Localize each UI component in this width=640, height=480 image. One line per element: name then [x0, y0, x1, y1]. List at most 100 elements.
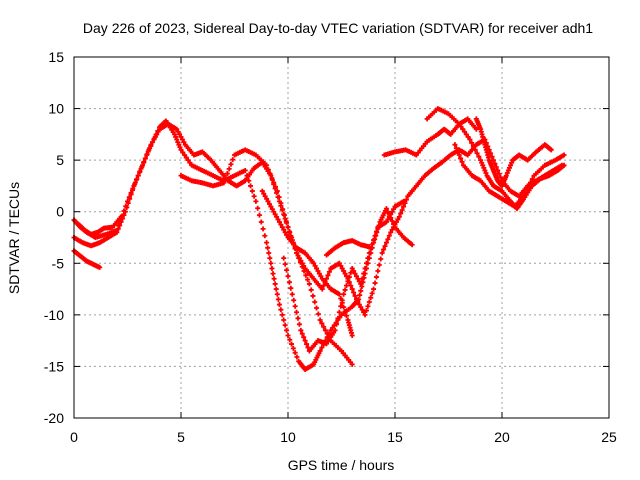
- data-point: [289, 291, 295, 297]
- data-point: [228, 161, 234, 167]
- data-point: [299, 264, 305, 270]
- data-point: [154, 131, 160, 137]
- data-point: [505, 167, 511, 173]
- data-point: [391, 206, 397, 212]
- grid: [74, 57, 609, 418]
- data-point: [223, 175, 229, 181]
- data-point: [132, 179, 138, 185]
- data-point: [348, 270, 354, 276]
- data-point: [292, 350, 298, 356]
- series-trace-6: [259, 188, 355, 338]
- data-point: [366, 244, 372, 250]
- data-point: [251, 193, 257, 199]
- data-point: [285, 273, 291, 279]
- data-point: [493, 164, 499, 170]
- y-tick-label: 10: [48, 101, 64, 117]
- series-trace-4: [75, 214, 124, 237]
- data-point: [336, 309, 342, 315]
- data-point: [342, 308, 348, 314]
- data-point: [174, 126, 180, 132]
- data-point: [483, 170, 489, 176]
- data-point: [490, 157, 496, 163]
- data-marks: [71, 106, 567, 373]
- data-point: [265, 245, 271, 251]
- data-point: [383, 206, 389, 212]
- data-point: [352, 271, 358, 277]
- data-point: [266, 201, 272, 207]
- data-point: [522, 190, 528, 196]
- data-point: [149, 139, 155, 145]
- data-point: [142, 155, 148, 161]
- data-point: [376, 262, 382, 268]
- data-point: [366, 250, 372, 256]
- y-tick-label: -10: [44, 307, 64, 323]
- data-point: [172, 131, 178, 137]
- data-point: [358, 281, 364, 287]
- data-point: [330, 325, 336, 331]
- data-point: [319, 286, 325, 292]
- data-point: [117, 222, 123, 228]
- data-point: [509, 160, 515, 166]
- data-point: [349, 332, 355, 338]
- data-point: [261, 191, 267, 197]
- data-point: [463, 131, 469, 137]
- data-point: [383, 219, 389, 225]
- data-point: [361, 271, 367, 277]
- data-point: [359, 307, 365, 313]
- y-axis-label: SDTVAR / TECUs: [6, 182, 22, 294]
- data-point: [312, 299, 318, 305]
- data-point: [336, 291, 342, 297]
- data-point: [325, 272, 331, 278]
- data-point: [179, 137, 185, 143]
- data-point: [180, 149, 186, 155]
- data-point: [290, 345, 296, 351]
- data-point: [335, 315, 341, 321]
- data-point: [314, 265, 320, 271]
- data-point: [363, 260, 369, 266]
- data-point: [355, 299, 361, 305]
- data-point: [386, 214, 392, 220]
- data-point: [315, 268, 321, 274]
- data-point: [480, 162, 486, 168]
- data-point: [375, 268, 381, 274]
- data-point: [520, 193, 526, 199]
- data-point: [294, 309, 300, 315]
- data-point: [324, 331, 330, 337]
- data-point: [371, 237, 377, 243]
- data-point: [306, 281, 312, 287]
- data-point: [302, 338, 308, 344]
- data-point: [264, 162, 270, 168]
- data-point: [256, 212, 262, 218]
- data-point: [274, 291, 280, 297]
- data-point: [270, 271, 276, 277]
- data-point: [151, 137, 157, 143]
- data-point: [305, 345, 311, 351]
- data-point: [326, 269, 332, 275]
- data-point: [342, 287, 348, 293]
- data-point: [296, 255, 302, 261]
- data-point: [524, 186, 530, 192]
- data-point: [280, 206, 286, 212]
- data-point: [266, 250, 272, 256]
- data-point: [97, 264, 103, 270]
- data-point: [358, 304, 364, 310]
- data-point: [152, 134, 158, 140]
- data-point: [278, 307, 284, 313]
- series-trace-7: [281, 198, 407, 354]
- data-point: [369, 290, 375, 296]
- data-point: [460, 126, 466, 132]
- data-point: [401, 198, 407, 204]
- data-point: [294, 354, 300, 360]
- data-point: [456, 152, 462, 158]
- data-point: [386, 233, 392, 239]
- data-point: [178, 134, 184, 140]
- data-point: [339, 297, 345, 303]
- data-point: [358, 288, 364, 294]
- data-point: [391, 224, 397, 230]
- data-point: [289, 341, 295, 347]
- series-trace-8: [324, 238, 372, 258]
- series-trace-3: [71, 248, 103, 270]
- data-point: [135, 173, 141, 179]
- data-point: [181, 139, 187, 145]
